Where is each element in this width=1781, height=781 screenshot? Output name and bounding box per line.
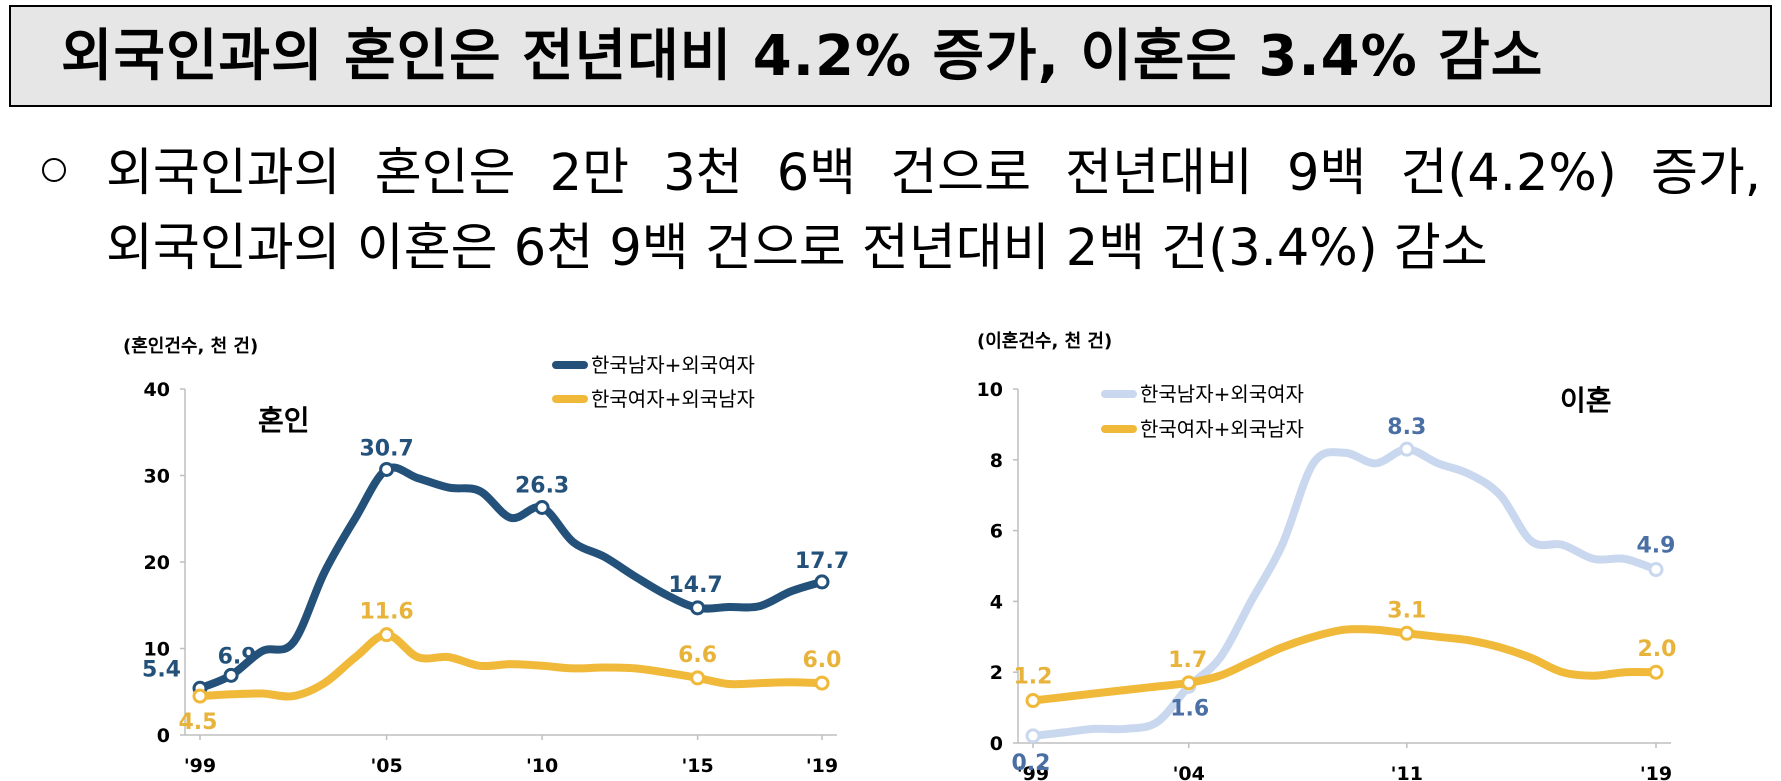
x-tick-label: '10 bbox=[526, 755, 558, 777]
marriage-chart: 0 10 20 30 40 '99 '05 '10 '15 '19 (혼인건수, 천 건) 혼인 5.4… bbox=[123, 335, 849, 777]
unit-label: (이혼건수, 천 건) bbox=[977, 330, 1112, 352]
data-label: 1.6 bbox=[1170, 696, 1209, 721]
data-point-marker bbox=[1025, 728, 1041, 744]
data-point-marker bbox=[690, 600, 706, 616]
data-label: 6.6 bbox=[678, 643, 717, 668]
data-point-marker bbox=[690, 670, 706, 686]
data-label: 5.4 bbox=[142, 657, 181, 682]
data-label: 26.3 bbox=[515, 474, 569, 499]
data-label: 4.9 bbox=[1637, 534, 1676, 559]
legend-label: 한국남자+외국여자 bbox=[1140, 382, 1304, 406]
x-tick-label: '05 bbox=[370, 755, 402, 777]
y-tick-label: 0 bbox=[157, 725, 170, 747]
y-tick-label: 30 bbox=[144, 466, 170, 488]
summary-line-1: 외국인과의 혼인은 2만 3천 6백 건으로 전년대비 9백 건(4.2%) 증… bbox=[106, 144, 1761, 203]
series-line-2 bbox=[196, 630, 826, 701]
y-tick-label: 10 bbox=[144, 639, 170, 661]
data-label: 11.6 bbox=[359, 600, 413, 625]
data-label: 14.7 bbox=[668, 573, 722, 598]
data-point-marker bbox=[1648, 562, 1664, 578]
data-label: 17.7 bbox=[795, 549, 849, 574]
x-tick-label: '04 bbox=[1173, 763, 1205, 781]
headline-title: 외국인과의 혼인은 전년대비 4.2% 증가, 이혼은 3.4% 감소 bbox=[61, 24, 1544, 89]
y-tick-label: 0 bbox=[990, 733, 1003, 755]
y-tick-label: 6 bbox=[990, 521, 1003, 543]
panel-title: 이혼 bbox=[1560, 384, 1612, 417]
data-label: 6.9 bbox=[218, 644, 257, 669]
data-point-marker bbox=[814, 574, 830, 590]
data-label: 0.2 bbox=[1012, 751, 1051, 776]
y-tick-label: 8 bbox=[990, 450, 1003, 472]
divorce-chart: 0 2 4 6 8 10 '99 '04 '11 '19 (이혼건수, 천 건) 이혼 0.2 1.6 8.… bbox=[977, 330, 1677, 781]
x-tick-label: '15 bbox=[681, 755, 713, 777]
data-label: 3.1 bbox=[1387, 598, 1426, 623]
panel-title: 혼인 bbox=[258, 404, 310, 437]
data-point-marker bbox=[1181, 675, 1197, 691]
data-point-marker bbox=[534, 500, 550, 516]
x-tick-label: '19 bbox=[806, 755, 838, 777]
data-point-marker bbox=[1025, 693, 1041, 709]
series-line-1 bbox=[196, 463, 826, 693]
summary-line-2: 외국인과의 이혼은 6천 9백 건으로 전년대비 2백 건(3.4%) 감소 bbox=[106, 219, 1488, 278]
y-tick-label: 20 bbox=[144, 552, 170, 574]
legend-label: 한국여자+외국남자 bbox=[591, 387, 755, 411]
y-tick-label: 4 bbox=[990, 591, 1003, 613]
data-point-marker bbox=[1399, 441, 1415, 457]
data-label: 1.2 bbox=[1014, 665, 1053, 690]
x-tick-label: '99 bbox=[1017, 763, 1049, 781]
data-label: 30.7 bbox=[359, 436, 413, 461]
data-point-marker bbox=[814, 675, 830, 691]
bullet-circle-icon bbox=[42, 158, 66, 182]
series-line-2 bbox=[1029, 625, 1660, 705]
y-tick-label: 40 bbox=[144, 379, 170, 401]
data-label: 6.0 bbox=[803, 648, 842, 673]
x-tick-label: '99 bbox=[184, 755, 216, 777]
y-tick-label: 2 bbox=[990, 662, 1003, 684]
headline-box: 외국인과의 혼인은 전년대비 4.2% 증가, 이혼은 3.4% 감소 bbox=[9, 5, 1772, 107]
unit-label: (혼인건수, 천 건) bbox=[123, 335, 258, 357]
data-label: 1.7 bbox=[1168, 648, 1207, 673]
y-tick-label: 10 bbox=[977, 379, 1003, 401]
x-tick-label: '11 bbox=[1391, 763, 1423, 781]
legend-label: 한국남자+외국여자 bbox=[591, 353, 755, 377]
data-point-marker bbox=[379, 627, 395, 643]
data-point-marker bbox=[379, 461, 395, 477]
data-label: 2.0 bbox=[1638, 637, 1677, 662]
x-tick-label: '19 bbox=[1640, 763, 1672, 781]
series-line-1 bbox=[1029, 445, 1660, 740]
data-label: 4.5 bbox=[179, 710, 218, 735]
legend-label: 한국여자+외국남자 bbox=[1140, 417, 1304, 441]
data-point-marker bbox=[192, 688, 208, 704]
data-point-marker bbox=[223, 667, 239, 683]
data-point-marker bbox=[1399, 625, 1415, 641]
data-point-marker bbox=[1648, 664, 1664, 680]
data-label: 8.3 bbox=[1387, 415, 1426, 440]
